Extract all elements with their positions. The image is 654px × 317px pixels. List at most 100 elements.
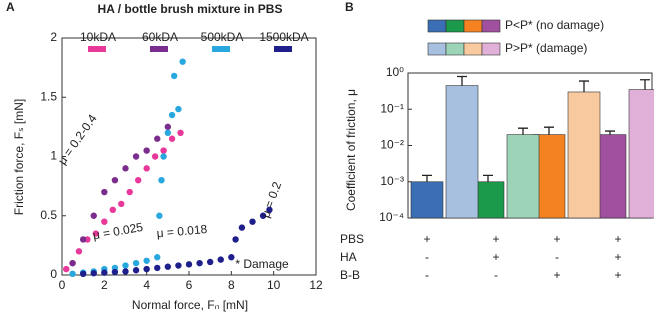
legend-label: P>P* (damage): [505, 41, 587, 55]
error-bar: [544, 126, 554, 135]
y-tick-label: 10⁰: [386, 65, 404, 79]
data-point: [177, 129, 184, 136]
data-point: [158, 177, 165, 184]
data-point: [164, 129, 172, 136]
y-tick-label: 10⁻³: [380, 174, 404, 188]
y-tick-label: 1: [50, 149, 57, 163]
annotation: μ = 0.2: [258, 180, 284, 220]
error-bar: [422, 174, 432, 182]
data-point: [232, 236, 239, 243]
data-point: [90, 212, 97, 219]
y-tick-label: 1.5: [40, 89, 57, 103]
data-point: [168, 135, 176, 142]
legend-swatch: [463, 42, 483, 56]
data-point: [132, 267, 140, 274]
condition-label: PBS: [340, 232, 364, 246]
condition-mark: +: [614, 250, 621, 264]
x-tick-label: 8: [228, 278, 235, 292]
data-point: [69, 259, 76, 267]
panel-label: A: [6, 0, 15, 14]
y-tick-label: 0: [50, 267, 57, 281]
data-point: [185, 261, 193, 268]
legend-swatch: [427, 19, 447, 33]
condition-mark: +: [423, 232, 430, 246]
data-point: [101, 188, 108, 196]
data-point: [132, 153, 140, 160]
data-point: [143, 265, 150, 273]
legend-swatch: [427, 42, 447, 56]
data-point: [122, 165, 129, 172]
data-point: [143, 257, 150, 264]
y-tick-label: 10⁻²: [380, 138, 404, 152]
data-point: [179, 58, 186, 65]
data-point: [156, 212, 163, 219]
data-point: [168, 111, 176, 119]
x-axis-label: Normal force, Fₙ [mN]: [132, 298, 248, 312]
condition-mark: -: [494, 268, 498, 282]
legend-label: 500kDA: [201, 30, 244, 44]
bar: [410, 181, 444, 219]
data-point: [63, 265, 70, 273]
data-point: [175, 262, 182, 269]
data-point: [132, 259, 140, 267]
condition-mark: +: [553, 268, 560, 282]
condition-mark: +: [492, 250, 499, 264]
legend-swatch: [481, 42, 501, 56]
data-point: [101, 269, 108, 276]
x-tick-label: 4: [143, 278, 150, 292]
bar: [567, 91, 601, 219]
y-tick-label: 10⁻¹: [380, 101, 404, 115]
error-bar: [483, 174, 493, 182]
condition-mark: +: [553, 232, 560, 246]
legend-swatch: [150, 46, 168, 52]
y-axis-label: Friction force, Fₛ [mN]: [12, 99, 26, 216]
legend-swatch: [463, 19, 483, 33]
condition-label: HA: [340, 250, 357, 264]
bar: [445, 85, 479, 219]
data-point: [69, 270, 76, 278]
panel-label: B: [345, 0, 354, 14]
data-point: [175, 105, 182, 113]
condition-mark: +: [614, 268, 621, 282]
x-tick-label: 10: [267, 278, 281, 292]
bar: [628, 89, 654, 219]
error-bar: [518, 127, 528, 135]
condition-label: B-B: [340, 268, 360, 282]
legend-label: 60kDA: [142, 30, 178, 44]
data-point: [217, 256, 224, 263]
error-bar: [579, 80, 589, 92]
data-point: [259, 212, 267, 219]
error-bar: [605, 130, 615, 135]
data-point: [160, 147, 167, 154]
data-point: [75, 248, 83, 255]
condition-mark: +: [614, 232, 621, 246]
data-point: [101, 218, 108, 225]
x-tick-label: 0: [59, 278, 66, 292]
legend-swatch: [481, 19, 501, 33]
chart-title: HA / bottle brush mixture in PBS: [98, 2, 283, 16]
legend-swatch: [274, 46, 292, 52]
data-point: [154, 135, 161, 142]
legend-swatch: [212, 46, 230, 52]
data-point: [109, 206, 117, 214]
data-point: [249, 218, 256, 225]
error-bar: [640, 79, 650, 90]
y-tick-label: 2: [50, 30, 57, 44]
data-point: [135, 177, 142, 184]
data-point: [151, 153, 159, 160]
data-point: [160, 153, 167, 160]
condition-mark: +: [492, 232, 499, 246]
x-tick-label: 12: [309, 278, 323, 292]
data-point: [164, 123, 172, 131]
condition-mark: -: [555, 250, 559, 264]
data-point: [206, 258, 214, 266]
x-tick-label: 2: [101, 278, 108, 292]
annotation: μ = 0.025: [92, 220, 145, 243]
legend-label: 1500kDA: [259, 30, 308, 44]
data-point: [143, 147, 150, 154]
data-point: [111, 177, 119, 184]
data-point: [238, 224, 246, 231]
data-point: [126, 188, 133, 196]
data-point: [122, 262, 129, 269]
